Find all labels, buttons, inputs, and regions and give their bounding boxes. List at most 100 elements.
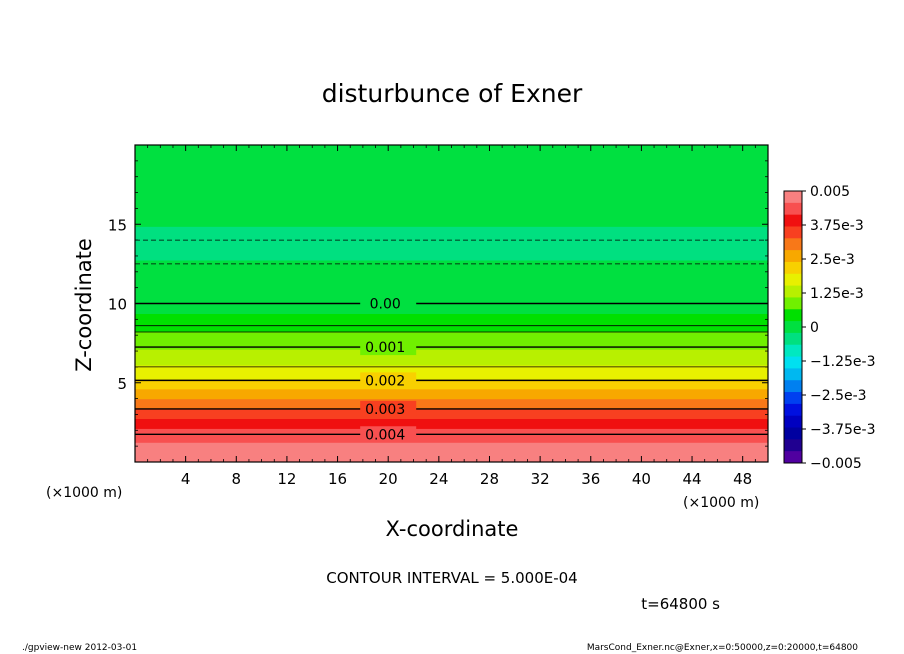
field-strip <box>135 434 768 437</box>
field-strip <box>135 335 768 338</box>
field-strip <box>135 356 768 360</box>
field-strip <box>135 188 768 192</box>
x-tick-label: 12 <box>277 470 296 488</box>
field-strip <box>135 438 768 441</box>
contour-label-bg <box>360 400 417 417</box>
contour-label: 0.003 <box>365 402 405 418</box>
contour-labels: 0.00 0.001 0.002 0.003 0.004 <box>360 295 417 443</box>
field-strip <box>135 442 768 445</box>
colorbar-label: 3.75e-3 <box>810 218 864 234</box>
field-strip <box>135 251 768 255</box>
field-strip <box>135 448 768 451</box>
field-strip <box>135 311 768 315</box>
x-tick-label: 24 <box>429 470 448 488</box>
field-strip <box>135 277 768 281</box>
field-strip <box>135 303 768 307</box>
field-strip <box>135 172 768 176</box>
field-strip <box>135 325 768 328</box>
colorbar-label: 2.5e-3 <box>810 252 855 268</box>
field-strip <box>135 410 768 414</box>
field-strip <box>135 321 768 324</box>
colorbar-swatch <box>784 297 802 310</box>
field-strip <box>135 236 768 239</box>
field-strip <box>135 281 768 285</box>
colorbar-swatch <box>784 250 802 263</box>
contour-label: 0.00 <box>370 297 401 313</box>
x-axis-label: X-coordinate <box>386 517 519 541</box>
field-strip <box>135 293 768 297</box>
x-axis-ticks: 4 8 12 16 20 24 28 32 36 40 44 48 <box>147 145 756 488</box>
field-strip <box>135 426 768 429</box>
x-tick-label: 32 <box>531 470 550 488</box>
field-strip <box>135 382 768 386</box>
field-strip <box>135 152 768 156</box>
field-strip <box>135 190 768 194</box>
field-strip <box>135 202 768 206</box>
x-tick-label: 40 <box>632 470 651 488</box>
field-strip <box>135 404 768 408</box>
field-strip <box>135 283 768 287</box>
field-strip <box>135 386 768 390</box>
field-strip <box>135 370 768 374</box>
colorbar-swatch <box>784 273 802 287</box>
field-strip <box>135 246 768 249</box>
field-strip <box>135 259 768 263</box>
field-strip <box>135 343 768 346</box>
field-strip <box>135 146 768 150</box>
colorbar-swatch <box>784 238 802 251</box>
field-strip <box>135 331 768 334</box>
field-strip <box>135 420 768 423</box>
field-strip <box>135 390 768 394</box>
footer-right: MarsCond_Exner.nc@Exner,x=0:50000,z=0:20… <box>587 643 858 653</box>
field-strip <box>135 444 768 447</box>
colorbar-label: 1.25e-3 <box>810 286 864 302</box>
field-strip <box>135 271 768 275</box>
field-strip <box>135 305 768 309</box>
colorbar-swatch <box>784 403 802 417</box>
contour-label-bg <box>360 295 417 312</box>
colorbar-swatch <box>784 356 802 369</box>
field-strip <box>135 275 768 279</box>
colorbar-swatch <box>784 332 802 346</box>
field-strip <box>135 408 768 412</box>
field-strip <box>135 250 768 253</box>
x-tick-label: 20 <box>379 470 398 488</box>
field-strip <box>135 368 768 372</box>
field-strip <box>135 184 768 188</box>
field-strip <box>135 228 768 231</box>
field-strip <box>135 198 768 202</box>
field-strip <box>135 204 768 208</box>
contour-label: 0.004 <box>365 427 405 443</box>
field-strip <box>135 319 768 322</box>
field-strip <box>135 360 768 364</box>
field-strip <box>135 206 768 209</box>
field-strip <box>135 232 768 235</box>
field-strip <box>135 238 768 241</box>
field-strip <box>135 234 768 237</box>
contour-label: 0.002 <box>365 373 405 389</box>
field-strip <box>135 265 768 269</box>
field-strip <box>135 339 768 342</box>
y-tick-label: 5 <box>117 375 127 393</box>
contour-label-bg <box>360 339 417 356</box>
field-strip <box>135 374 768 378</box>
field-strip <box>135 452 768 455</box>
colorbar-label: −2.5e-3 <box>810 388 867 404</box>
chart-title: disturbunce of Exner <box>322 79 583 108</box>
field-strip <box>135 174 768 178</box>
y-axis-ticks: 5 10 15 <box>108 160 768 447</box>
colorbar-swatch <box>784 427 802 440</box>
field-strip <box>135 148 768 152</box>
contour-lines <box>135 239 768 435</box>
field-strip <box>135 454 768 457</box>
field-strip <box>135 366 768 370</box>
field-strip <box>135 166 768 170</box>
field-strip <box>135 315 768 318</box>
field-strip <box>135 337 768 340</box>
field-strip <box>135 285 768 289</box>
field-strip <box>135 208 768 211</box>
field-strip <box>135 224 768 227</box>
colorbar-label: −3.75e-3 <box>810 422 875 438</box>
field-strip <box>135 242 768 245</box>
